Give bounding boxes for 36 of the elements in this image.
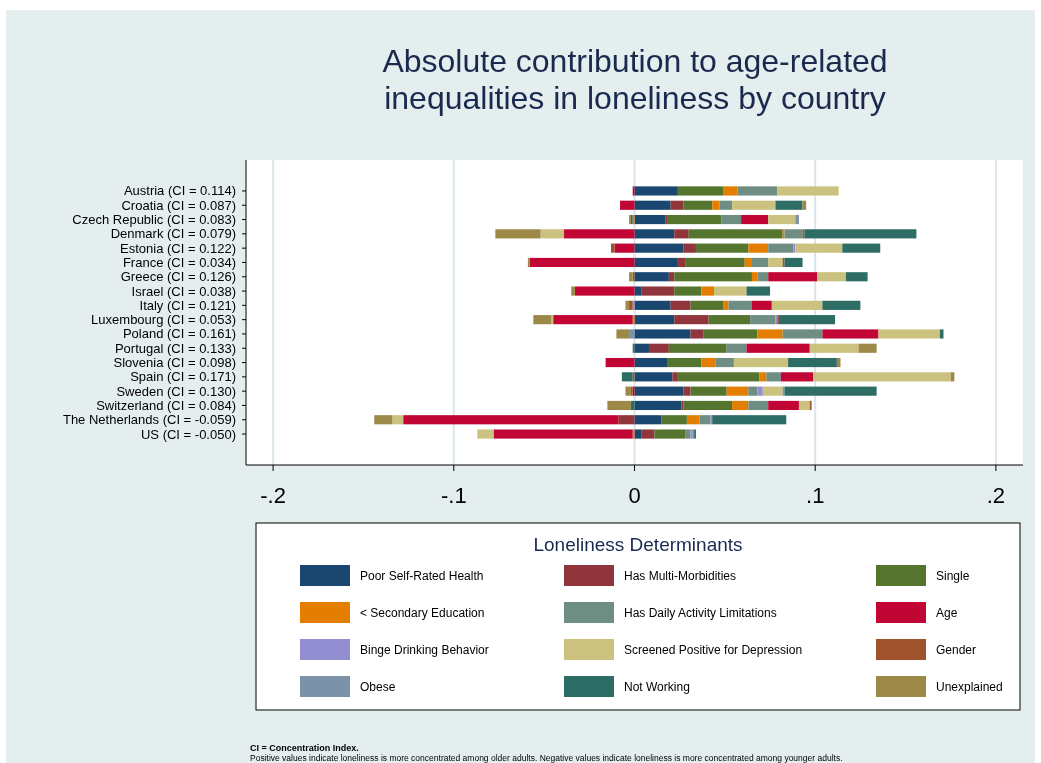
- y-tick-label: Luxembourg (CI = 0.053): [91, 312, 236, 328]
- y-tick-label: Czech Republic (CI = 0.083): [72, 212, 236, 228]
- legend-label: Has Daily Activity Limitations: [624, 605, 777, 620]
- text: CI = Concentration Index.: [250, 743, 359, 753]
- legend-label: Single: [936, 568, 970, 583]
- x-tick-label: -.2: [260, 483, 286, 508]
- y-tick-label: Croatia (CI = 0.087): [121, 197, 236, 213]
- y-tick-label: Israel (CI = 0.038): [131, 283, 236, 299]
- x-tick-label: -.1: [440, 483, 467, 508]
- legend-label: Screened Positive for Depression: [624, 642, 803, 657]
- legend-label: Has Multi-Morbidities: [624, 568, 737, 583]
- legend-label: Gender: [936, 642, 977, 657]
- chart-title: Absolute contribution to age-related inequalities in loneliness by country: [382, 43, 888, 116]
- y-tick-label: Poland (CI = 0.161): [122, 326, 236, 342]
- legend-label: Unexplained: [936, 679, 1003, 694]
- y-tick-label: Greece (CI = 0.126): [120, 269, 236, 285]
- legend-title: Loneliness Determinants: [533, 534, 743, 555]
- y-tick-label: Slovenia (CI = 0.098): [113, 355, 236, 371]
- x-tick-label: .1: [806, 483, 825, 508]
- x-tick-label: .2: [986, 483, 1006, 508]
- x-tick-label: 0: [628, 483, 641, 508]
- legend-label: Binge Drinking Behavior: [360, 642, 489, 657]
- y-tick-label: Denmark (CI = 0.079): [110, 226, 236, 242]
- legend-label: Not Working: [624, 679, 690, 694]
- legend-label: < Secondary Education: [360, 605, 485, 620]
- y-tick-label: US (CI = -0.050): [140, 426, 236, 442]
- y-tick-label: Estonia (CI = 0.122): [120, 240, 236, 256]
- text: Positive values indicate loneliness is more concentrated among older adults. Negative values indicate loneliness is more concentrated among younger adults.: [250, 753, 843, 763]
- y-tick-label: Portugal (CI = 0.133): [114, 340, 236, 356]
- y-tick-label: The Netherlands (CI = -0.059): [62, 412, 236, 428]
- legend-label: Poor Self-Rated Health: [360, 568, 484, 583]
- y-tick-label: Spain (CI = 0.171): [130, 369, 236, 385]
- legend-label: Age: [936, 605, 958, 620]
- y-tick-label: Sweden (CI = 0.130): [116, 383, 236, 399]
- y-tick-label: Austria (CI = 0.114): [123, 183, 236, 199]
- legend-label: Obese: [360, 679, 396, 694]
